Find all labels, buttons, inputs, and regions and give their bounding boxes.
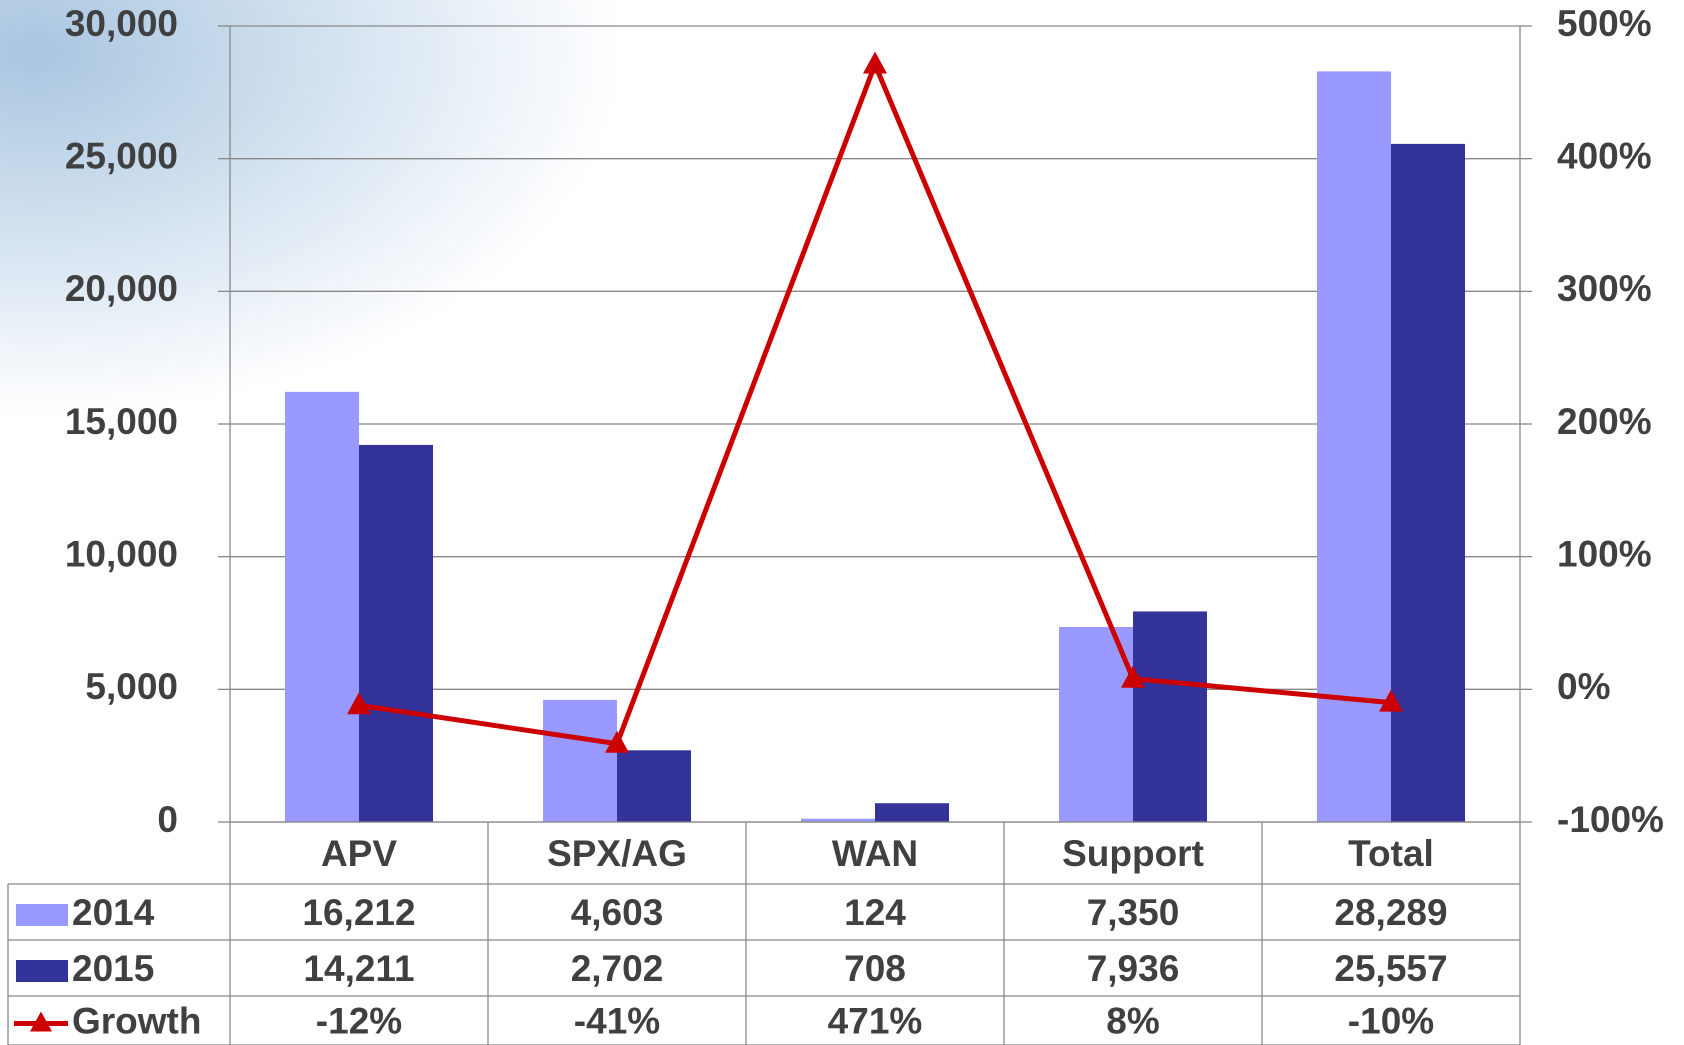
y-tick-label: 0 — [157, 799, 178, 840]
bar — [543, 699, 617, 822]
category-label: Total — [1348, 833, 1434, 874]
bar — [359, 444, 433, 822]
bar — [801, 818, 875, 822]
table-value: 16,212 — [302, 892, 415, 933]
bar — [617, 750, 691, 822]
marker — [1379, 689, 1403, 712]
bar — [285, 391, 359, 822]
bar — [1133, 611, 1207, 822]
category-label: Support — [1062, 833, 1204, 874]
y2-tick-label: 400% — [1557, 135, 1652, 176]
table-value: 14,211 — [303, 948, 414, 989]
y-tick-label: 15,000 — [65, 401, 178, 442]
y-tick-label: 20,000 — [65, 268, 178, 309]
legend-label: 2014 — [72, 892, 155, 933]
table-value: -12% — [316, 1000, 402, 1041]
legend-label: 2015 — [72, 948, 154, 989]
table-value: 124 — [844, 892, 906, 933]
y2-tick-label: 200% — [1557, 401, 1652, 442]
marker — [863, 51, 887, 74]
marker — [1121, 665, 1145, 688]
category-label: WAN — [832, 833, 918, 874]
legend-label: Growth — [72, 1000, 201, 1041]
bar — [1317, 71, 1391, 822]
legend-marker — [30, 1011, 52, 1032]
marker — [347, 692, 371, 715]
y-tick-label: 30,000 — [65, 3, 178, 44]
table-value: 8% — [1106, 1000, 1159, 1041]
table-value: 25,557 — [1334, 948, 1447, 989]
bar — [875, 803, 949, 822]
table-value: 4,603 — [571, 892, 664, 933]
table-value: 708 — [844, 948, 906, 989]
y-tick-label: 5,000 — [85, 666, 178, 707]
y2-tick-label: 500% — [1557, 3, 1652, 44]
category-label: SPX/AG — [547, 833, 687, 874]
table-value: 28,289 — [1334, 892, 1447, 933]
table-value: -10% — [1348, 1000, 1434, 1041]
y2-tick-label: 100% — [1557, 533, 1652, 574]
marker — [605, 730, 629, 753]
y2-tick-label: -100% — [1557, 799, 1664, 840]
y-tick-label: 25,000 — [65, 135, 178, 176]
y2-tick-label: 0% — [1557, 666, 1610, 707]
bar — [1391, 143, 1465, 823]
bar — [1059, 626, 1133, 822]
y2-tick-label: 300% — [1557, 268, 1652, 309]
legend-swatch — [16, 960, 68, 982]
table-value: 2,702 — [571, 948, 664, 989]
table-value: 7,936 — [1087, 948, 1180, 989]
category-label: APV — [321, 833, 397, 874]
table-value: 7,350 — [1087, 892, 1180, 933]
legend-swatch — [16, 904, 68, 926]
table-value: -41% — [574, 1000, 660, 1041]
y-tick-label: 10,000 — [65, 533, 178, 574]
table-value: 471% — [828, 1000, 923, 1041]
